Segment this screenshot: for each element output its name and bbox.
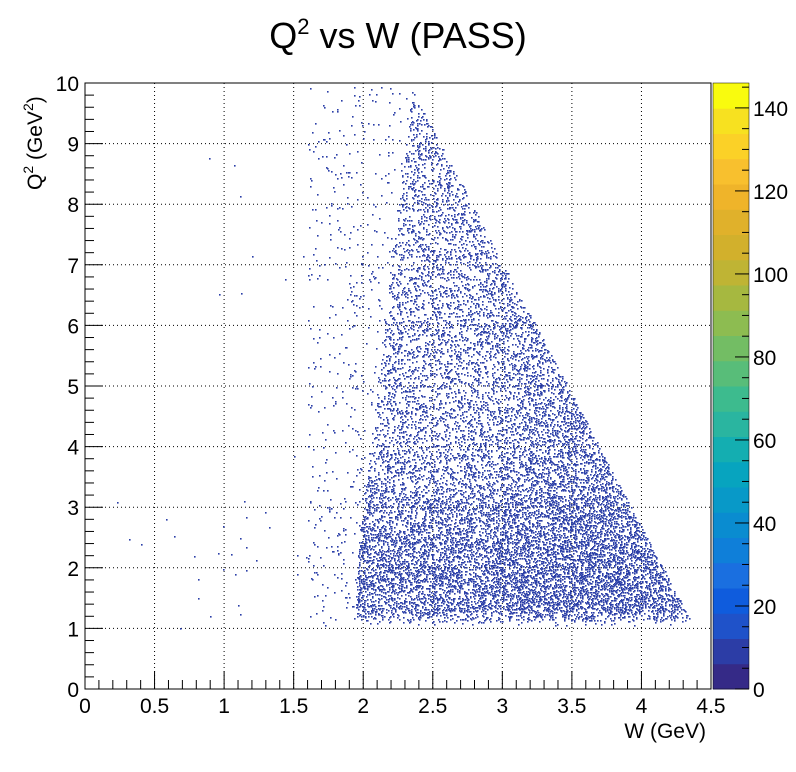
x-tick-label: 4.5 [696,695,725,718]
y-tick-label: 7 [67,255,79,278]
colorbar-segment [713,588,749,614]
x-tick-label: 3.5 [557,695,586,718]
colorbar-segment [713,360,749,387]
colorbar-segment [713,512,749,538]
colorbar-segment [713,158,749,185]
colorbar-segment [713,285,749,311]
colorbar-tick-label: 80 [753,347,776,370]
colorbar-segment [713,209,749,235]
colorbar-segment [713,133,749,160]
y-axis-title: Q2 (GeV2) [20,96,47,190]
chart-title: Q2 vs W (PASS) [269,14,527,56]
colorbar-segment [713,259,749,286]
colorbar-segment [713,310,749,336]
colorbar-segment [713,234,749,261]
y-tick-label: 0 [67,679,79,702]
colorbar-segment [713,487,749,513]
x-tick-label: 0 [79,695,91,718]
y-tick-label: 4 [67,437,79,460]
colorbar-segment [713,663,749,690]
colorbar-segment [713,436,749,463]
y-tick-label: 10 [56,73,79,96]
data-points-layer [117,87,691,630]
y-tick-label: 1 [67,618,79,641]
colorbar-segment [713,537,749,564]
x-tick-label: 3 [496,695,508,718]
y-tick-label: 3 [67,497,79,520]
data-point-cloud [117,87,691,630]
x-tick-label: 2.5 [418,695,447,718]
colorbar: 0 20 40 60 80 100 120 140 [712,82,788,702]
colorbar-segment [713,613,749,639]
ticks-layer: 0 0.5 1 1.5 2 2.5 3 3.5 4 4.5 0 1 2 3 4 5 6 7 8 9 10 [56,73,726,718]
x-axis-title: W (GeV) [624,720,706,743]
y-tick-label: 2 [67,558,79,581]
colorbar-tick-label: 60 [753,430,776,453]
colorbar-segment [713,108,749,134]
colorbar-segment [713,184,749,210]
colorbar-segment [713,562,749,589]
colorbar-tick-label: 40 [753,513,776,536]
x-tick-label: 0.5 [140,695,169,718]
colorbar-frame [712,82,750,690]
colorbar-tick-label: 20 [753,596,776,619]
x-tick-label: 1 [218,695,230,718]
y-tick-label: 5 [67,376,79,399]
y-tick-label: 9 [67,134,79,157]
colorbar-tick-label: 0 [753,679,765,702]
y-tick-label: 8 [67,194,79,217]
colorbar-tick-label: 100 [753,264,788,287]
colorbar-segment [713,411,749,437]
x-tick-label: 1.5 [279,695,308,718]
y-tick-label: 6 [67,315,79,338]
colorbar-segment [713,638,749,665]
x-tick-label: 4 [636,695,648,718]
colorbar-tick-label: 120 [753,181,788,204]
colorbar-tick-label: 140 [753,98,788,121]
x-tick-label: 2 [357,695,369,718]
colorbar-segment [713,461,749,488]
